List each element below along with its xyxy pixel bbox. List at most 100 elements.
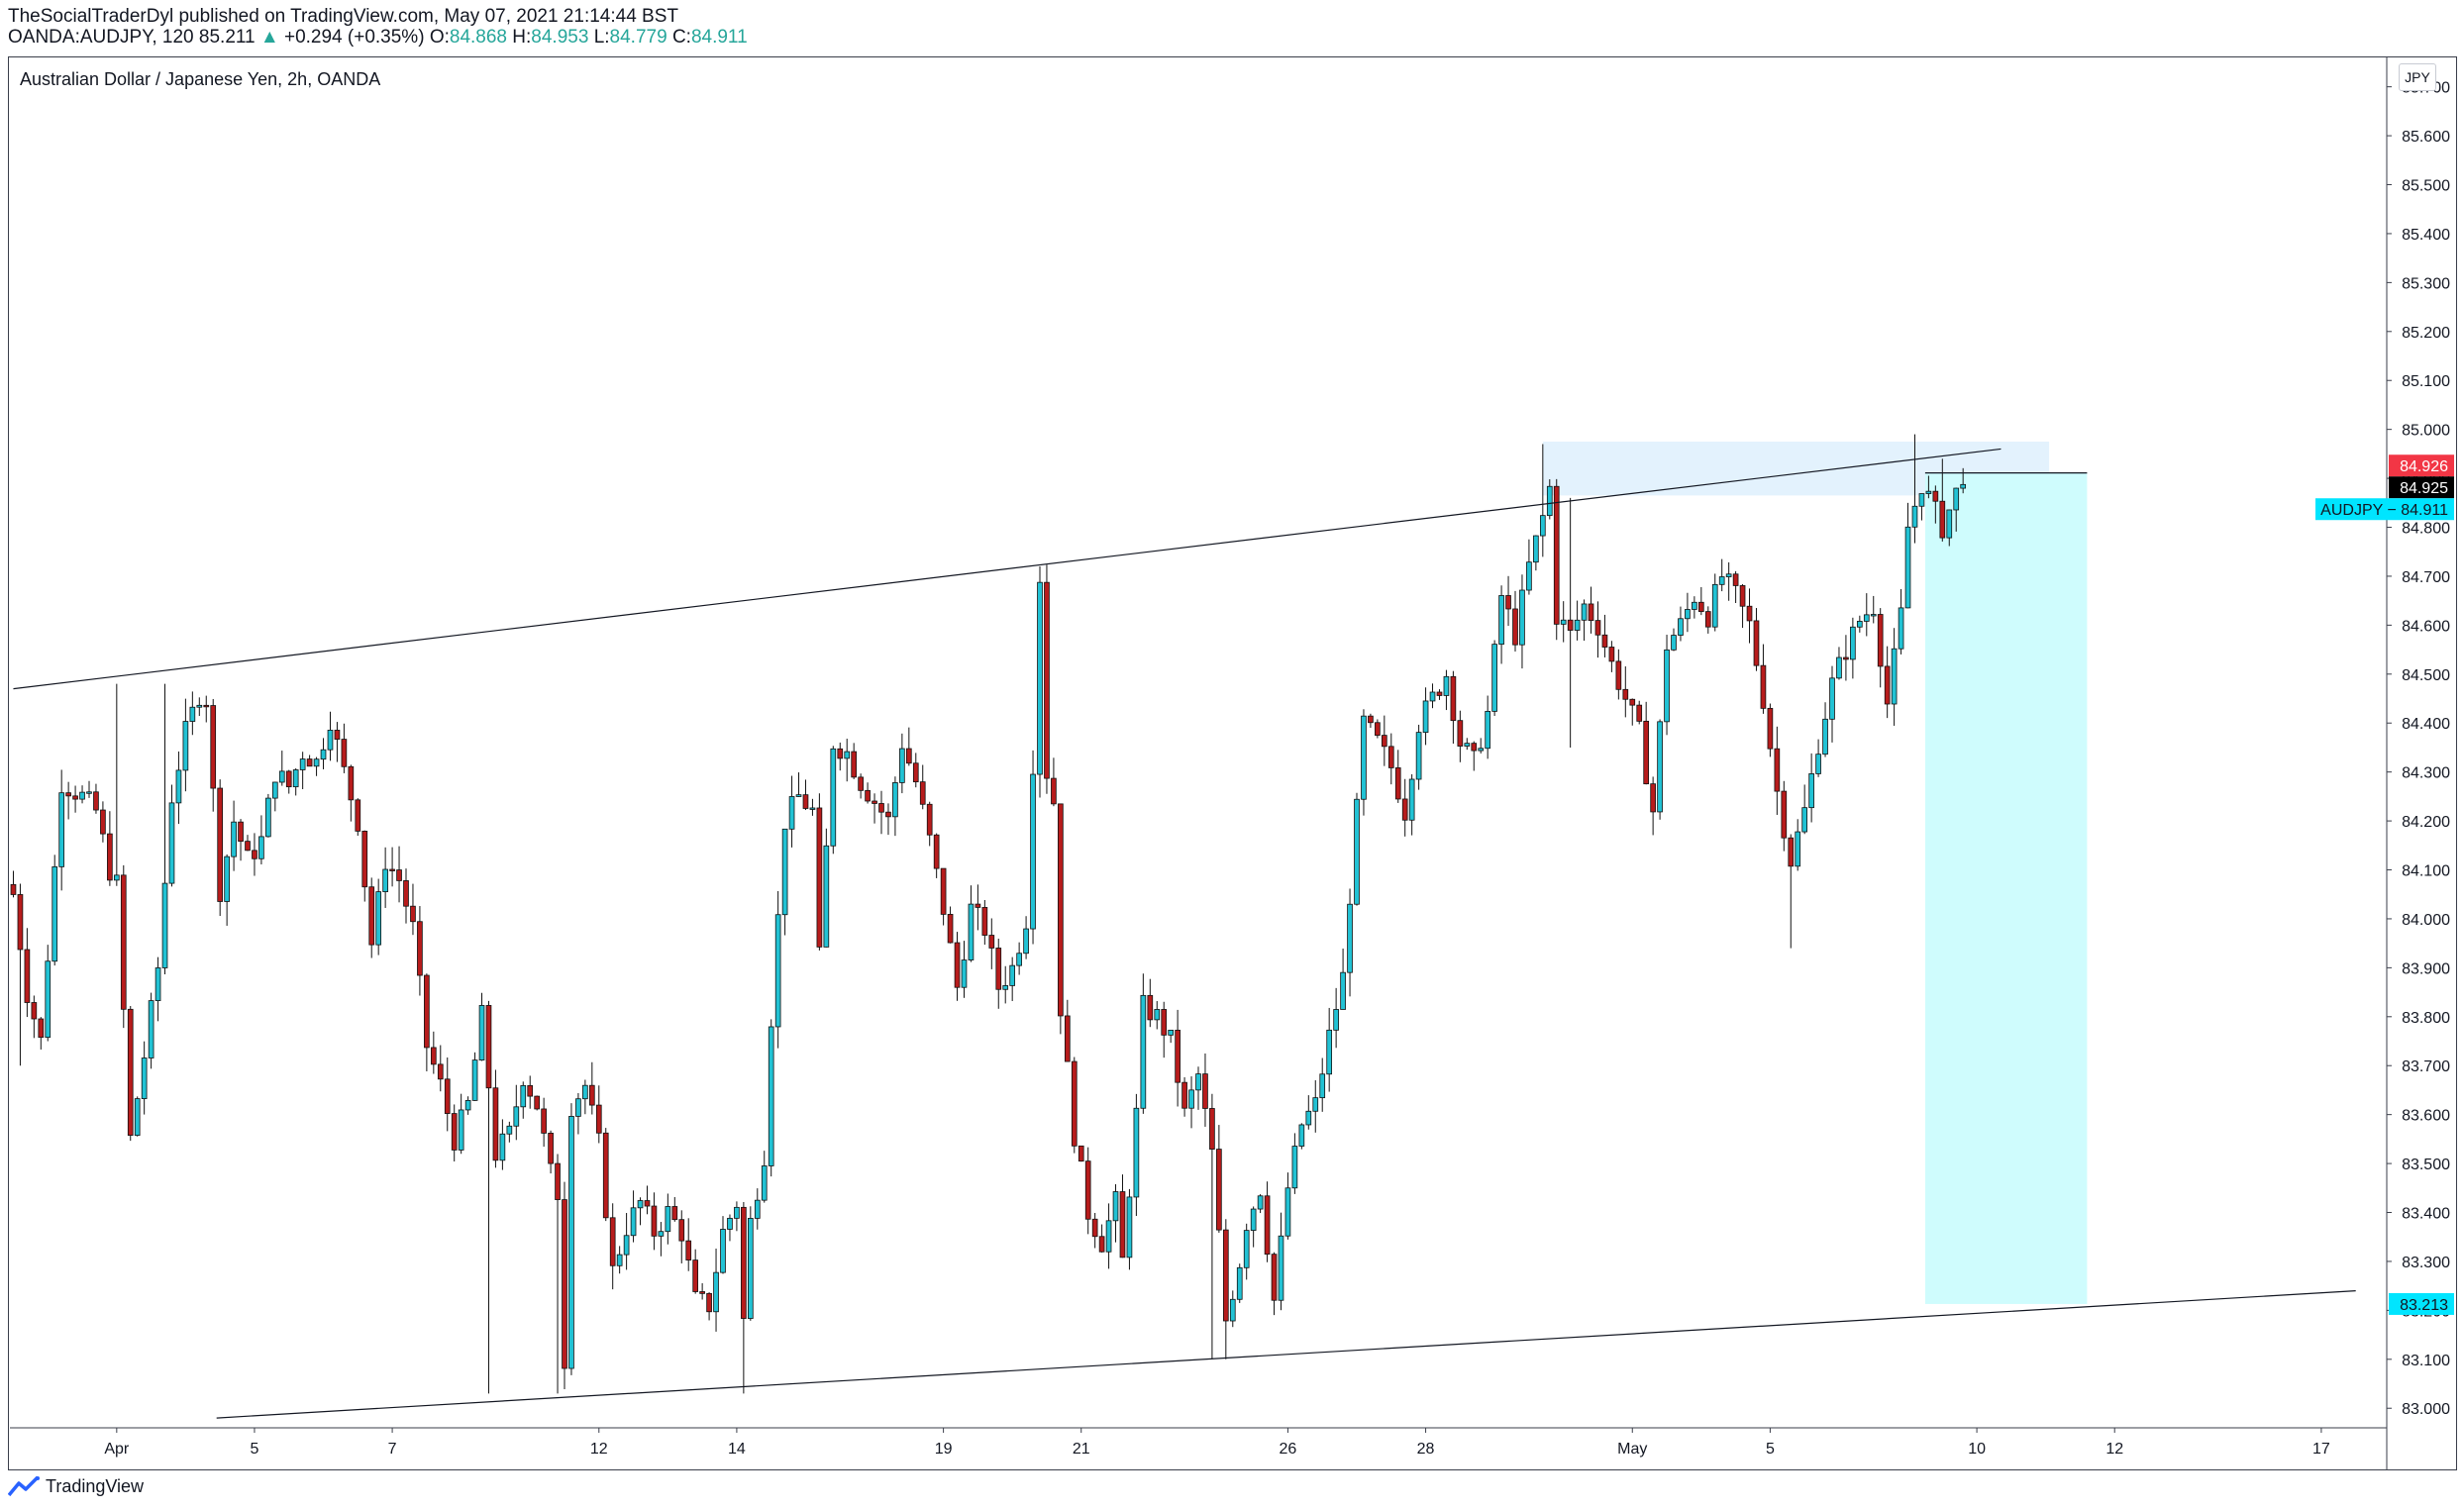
last-price: 85.211 [198,27,256,48]
candle [795,794,802,797]
candle [671,1206,678,1221]
candle [954,942,961,988]
candle [299,758,306,770]
candle [1195,1073,1201,1091]
candle [148,1000,154,1058]
candle [341,739,348,767]
candle [65,792,71,797]
time-tick-label: 19 [935,1441,953,1458]
candle [1939,500,1946,539]
candle [458,1109,464,1151]
candle [134,1098,141,1136]
candle [306,758,313,767]
time-tick-label: 5 [251,1441,259,1458]
candle [368,886,375,946]
candle [10,883,17,895]
candle [1105,1220,1112,1253]
candle [747,1218,754,1319]
candle [31,1002,38,1020]
candle [203,704,210,708]
candle [430,1047,437,1065]
footer-brand[interactable]: TradingView [8,1475,144,1497]
candle [1636,704,1643,722]
candle [1450,675,1457,722]
price-tick-label: 84.800 [2402,521,2450,538]
candle [1953,487,1960,511]
low-value: 84.779 [609,27,667,48]
candle [1491,644,1497,712]
candle [1257,1195,1264,1210]
candle [141,1057,148,1099]
candle [1202,1073,1208,1109]
candle [100,809,106,835]
price-tick-label: 84.600 [2402,618,2450,635]
candle [313,758,320,767]
candle [1298,1124,1305,1147]
candle [665,1206,671,1233]
price-tick-label: 84.100 [2402,863,2450,880]
candle [872,800,877,804]
candle [1519,589,1525,646]
time-tick-label: 10 [1968,1441,1986,1458]
footer-brand-text: TradingView [46,1475,145,1496]
currency-badge[interactable]: JPY [2399,63,2436,91]
candle [1581,603,1588,621]
time-tick-label: May [1617,1441,1647,1458]
price-tag-label: 83.213 [2400,1297,2448,1314]
candle [1870,614,1877,617]
candle [651,1205,658,1237]
time-tick-label: 12 [2105,1441,2123,1458]
publisher-line: TheSocialTraderDyl published on TradingV… [8,6,678,27]
candle [1678,618,1684,636]
candle [238,821,244,843]
candle [1037,581,1043,775]
high-value: 84.953 [531,27,589,48]
candle [1863,614,1870,622]
candle [1718,576,1725,585]
candle [17,894,24,951]
price-tick-label: 83.100 [2402,1353,2450,1369]
candle [1629,698,1636,706]
candle [1098,1236,1105,1253]
candle [217,787,224,902]
time-tick-label: 12 [590,1441,608,1458]
candle [1112,1191,1119,1222]
candle [734,1206,740,1219]
price-tick-label: 85.200 [2402,325,2450,342]
candle [568,1116,574,1369]
candle [1588,603,1594,622]
candle [541,1108,547,1134]
candle [1243,1230,1250,1268]
candle [1574,619,1581,631]
candle [1753,620,1760,666]
candle [348,765,355,801]
candle [1064,1015,1071,1062]
time-tick-label: 14 [728,1441,746,1458]
candle [905,748,912,764]
candle [1485,710,1491,750]
candle [1408,778,1415,821]
candle [1685,609,1691,620]
candle [389,868,395,871]
candle [1650,783,1656,813]
candle [595,1104,602,1134]
candle [1044,581,1050,779]
candle [678,1219,685,1242]
candle [120,874,127,1010]
candle [403,880,409,907]
candle [1911,505,1918,528]
candle [837,748,844,759]
candle [1739,585,1746,607]
candle [1071,1060,1078,1147]
candle [51,865,58,962]
price-tick-label: 84.300 [2402,765,2450,782]
candle [1326,1029,1333,1075]
price-axis [2387,57,2456,1428]
candle [1567,619,1574,631]
candle [637,1200,644,1209]
time-tick-label: 17 [2312,1441,2330,1458]
candle [1394,767,1401,800]
price-tick-label: 83.600 [2402,1108,2450,1125]
price-tick-label: 84.700 [2402,569,2450,586]
